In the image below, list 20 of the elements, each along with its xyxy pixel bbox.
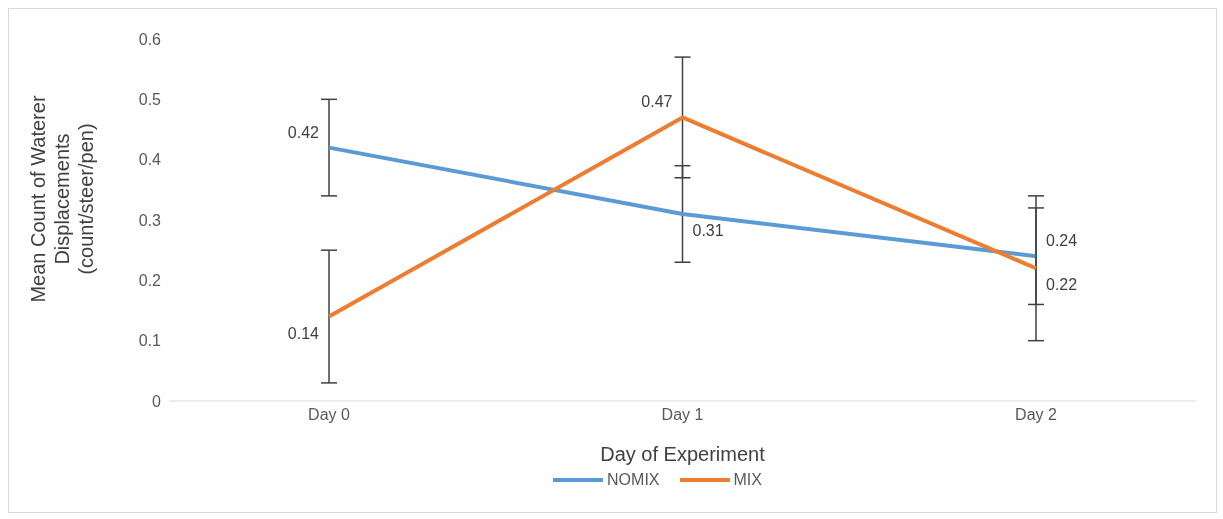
data-label: 0.22 [1046, 276, 1078, 294]
y-tick-label: 0.5 [138, 91, 162, 109]
x-tick-label: Day 2 [1015, 406, 1057, 424]
y-axis-title: Mean Count of Waterer Displacements (count/steer/pen) [27, 95, 97, 303]
x-tick-label: Day 0 [308, 406, 350, 424]
data-label: 0.24 [1046, 232, 1078, 250]
x-tick-label: Day 1 [661, 406, 704, 424]
y-tick-label: 0.2 [138, 272, 162, 290]
legend-label: NOMIX [606, 471, 660, 489]
data-label: 0.47 [641, 93, 673, 111]
x-axis-title: Day of Experiment [600, 443, 766, 465]
y-tick-label: 0.4 [138, 151, 162, 169]
y-tick-label: 0.6 [138, 30, 162, 48]
data-label: 0.42 [287, 123, 320, 141]
data-label: 0.14 [287, 324, 320, 342]
y-tick-label: 0.3 [138, 211, 162, 229]
y-tick-label: 0 [152, 392, 162, 410]
data-label: 0.31 [692, 221, 724, 239]
legend-label: MIX [732, 471, 762, 489]
y-tick-label: 0.1 [138, 332, 162, 350]
